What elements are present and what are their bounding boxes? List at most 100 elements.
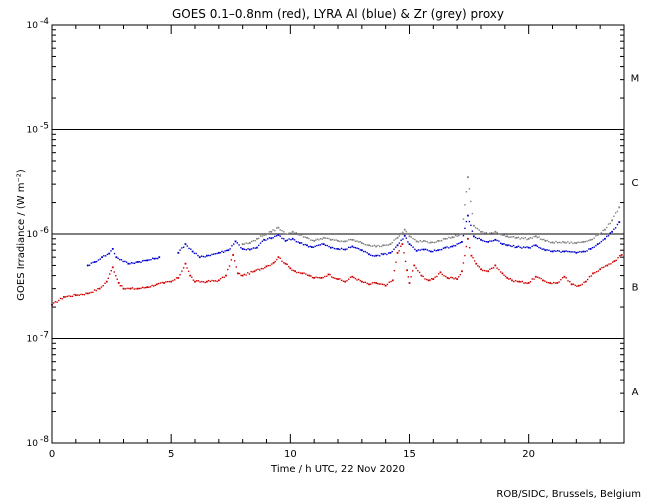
data-point: [572, 242, 574, 245]
data-point: [588, 248, 590, 250]
data-point: [538, 236, 540, 238]
data-point: [589, 248, 592, 250]
data-point: [262, 268, 264, 270]
data-point: [393, 269, 396, 272]
data-point: [496, 231, 498, 234]
data-point: [579, 284, 582, 287]
data-point: [541, 238, 543, 241]
data-point: [279, 257, 281, 260]
data-point: [157, 282, 160, 285]
data-point: [454, 234, 457, 237]
data-point: [243, 248, 246, 251]
data-point: [527, 246, 530, 249]
data-point: [389, 243, 392, 246]
data-point: [604, 228, 606, 231]
data-point: [170, 280, 173, 283]
data-point: [492, 267, 495, 269]
data-point: [439, 271, 442, 274]
data-point: [359, 240, 361, 243]
data-point: [104, 255, 107, 257]
data-point: [71, 295, 74, 298]
data-point: [443, 275, 445, 277]
data-point: [370, 283, 372, 285]
data-point: [141, 260, 144, 262]
data-point: [248, 248, 251, 251]
x-tick-label: 10: [284, 449, 297, 460]
data-point: [207, 254, 210, 257]
data-point: [437, 273, 440, 275]
data-point: [196, 280, 198, 282]
data-point: [582, 241, 585, 243]
data-point: [414, 248, 416, 251]
data-point: [458, 234, 460, 237]
data-point: [536, 236, 539, 239]
data-point: [277, 256, 280, 259]
data-point: [349, 276, 352, 278]
data-point: [590, 275, 592, 277]
data-point: [465, 220, 468, 223]
data-point: [501, 234, 504, 236]
data-point: [515, 236, 518, 239]
data-point: [509, 236, 512, 238]
data-point: [567, 280, 569, 282]
x-tick-label: 20: [522, 449, 535, 460]
data-point: [494, 238, 497, 241]
data-point: [547, 281, 550, 284]
flare-class-label-m: M: [631, 73, 640, 84]
data-point: [247, 248, 249, 250]
data-point: [316, 244, 318, 247]
data-point: [223, 276, 225, 279]
data-point: [300, 234, 303, 236]
data-point: [274, 229, 276, 232]
flare-class-label-a: A: [632, 387, 639, 398]
data-point: [129, 287, 132, 290]
data-point: [387, 252, 390, 254]
data-point: [274, 260, 276, 263]
data-point: [259, 235, 262, 237]
data-point: [420, 274, 423, 277]
data-point: [398, 242, 401, 244]
data-point: [191, 250, 194, 253]
data-point: [534, 275, 537, 278]
data-point: [570, 251, 572, 253]
data-point: [514, 237, 516, 239]
data-point: [346, 240, 348, 242]
data-point: [384, 284, 387, 287]
data-point: [415, 249, 418, 252]
data-point: [319, 237, 322, 240]
data-point: [284, 239, 287, 242]
data-point: [430, 241, 432, 244]
data-point: [574, 284, 576, 286]
data-point: [250, 240, 253, 243]
data-point: [419, 239, 421, 242]
data-point: [373, 255, 376, 257]
data-point: [408, 235, 411, 238]
data-point: [373, 281, 376, 284]
data-point: [548, 240, 550, 243]
data-point: [428, 242, 430, 244]
data-point: [593, 246, 595, 248]
data-point: [439, 249, 441, 251]
data-point: [485, 241, 488, 243]
data-point: [270, 230, 273, 233]
data-point: [465, 245, 468, 248]
data-point: [329, 238, 332, 241]
data-point: [402, 231, 404, 234]
data-point: [293, 232, 296, 234]
data-point: [78, 294, 80, 296]
data-point: [165, 281, 167, 283]
data-point: [377, 254, 379, 257]
data-point: [189, 274, 192, 277]
data-point: [598, 242, 601, 244]
data-point: [168, 280, 171, 283]
data-point: [360, 249, 363, 252]
data-point: [570, 241, 572, 243]
data-point: [240, 246, 242, 249]
x-axis-label: Time / h UTC, 22 Nov 2020: [270, 464, 405, 475]
data-point: [588, 276, 591, 278]
data-point: [446, 238, 448, 240]
data-point: [492, 232, 495, 234]
data-point: [422, 239, 425, 242]
data-point: [408, 243, 411, 246]
data-point: [442, 238, 445, 240]
